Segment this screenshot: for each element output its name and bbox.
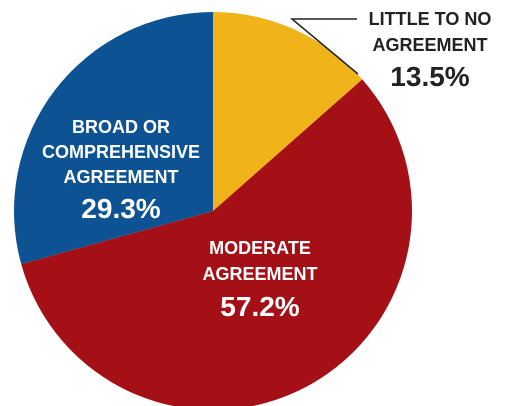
pie-slice-little-to-no-agreement [213,12,363,211]
pie-slice-moderate-agreement [21,79,412,406]
leader-line [289,18,359,75]
slice-label-little-line-1: LITTLE TO NO [369,9,492,29]
slice-label-little-line-2: AGREEMENT [372,35,487,55]
slice-label-moderate-line-2: AGREEMENT [202,264,317,284]
slice-label-broad-line-1: BROAD OR [72,117,170,137]
slice-value-little: 13.5% [390,61,469,92]
slice-value-moderate: 57.2% [220,291,299,322]
slice-label-broad-line-2: COMPREHENSIVE [42,142,200,162]
pie-slice-broad-or-comprehensive-agreement [14,12,214,265]
slice-label-broad-line-3: AGREEMENT [63,167,178,187]
slice-label-moderate-line-1: MODERATE [209,238,311,258]
pie-slices [14,12,412,406]
slice-value-broad: 29.3% [81,193,160,224]
